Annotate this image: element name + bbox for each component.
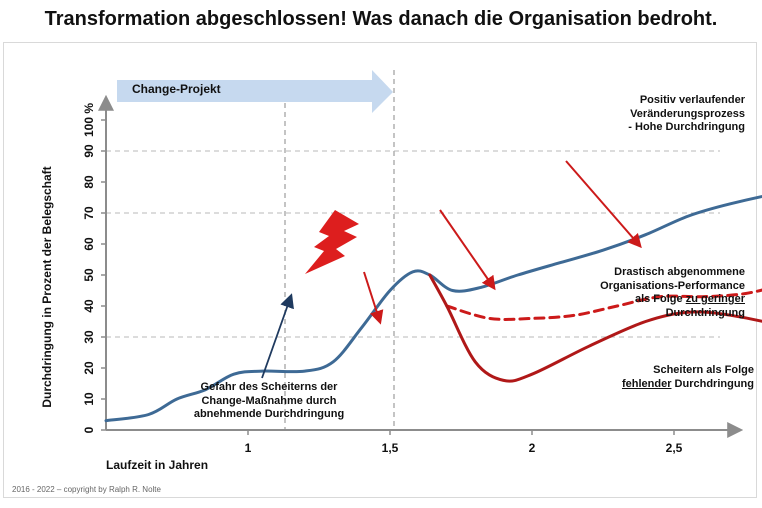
change-projekt-label: Change-Projekt [132,82,221,96]
annotation-drastisch-text: als Folge [634,293,686,305]
copyright-text: 2016 - 2022 – copyright by Ralph R. Nolt… [12,485,161,494]
x-tick-label: 2,5 [666,441,683,455]
red-arrow-3 [565,160,642,249]
y-tick-label: 0 [82,426,96,433]
y-tick-label: 70 [82,206,96,220]
annotation-scheitern-text: Durchdringung [671,377,754,390]
grid-lines [106,150,720,338]
y-tick-label: 100 % [82,103,96,137]
annotation-drastisch-line: Durchdringung [665,306,745,319]
annotation-drastisch-line: Drastisch abgenommene [614,266,745,278]
x-tick-label: 1,5 [382,441,399,455]
page-title: Transformation abgeschlossen! Was danach… [44,8,718,30]
y-tick-label: 90 [82,144,96,158]
x-axis-label: Laufzeit in Jahren [106,458,209,472]
change-projekt-banner [117,70,393,113]
lightning-icon [305,210,359,274]
annotation-positive-line: Veränderungsprozess [630,107,745,120]
annotation-gefahr-line: Change-Maßnahme durch [201,394,337,407]
y-tick-label: 40 [82,299,96,313]
red-arrow-2 [439,209,496,291]
gefahr-pointer-arrow [261,293,294,379]
annotation-scheitern-line: fehlender Durchdringung [622,378,754,392]
x-tick-label: 2 [529,441,536,455]
red-arrow-1 [363,271,384,325]
annotation-scheitern-underlined: fehlender [621,377,672,390]
annotation-scheitern: Scheitern als Folge fehlender Durchdring… [622,364,754,391]
series-group [104,194,762,423]
y-axis-label: Durchdringung in Prozent der Belegschaft [40,166,54,408]
annotation-gefahr-line: abnehmende Durchdringung [193,408,345,420]
y-tick-label: 60 [82,237,96,251]
y-tick-label: 50 [82,268,96,282]
annotation-drastisch-line: als Folge zu geringer [600,293,745,307]
annotation-gefahr-line: Gefahr des Scheiterns der [200,381,338,393]
y-tick-label: 10 [82,392,96,406]
annotation-positive-line: Positiv verlaufender [639,94,745,106]
annotation-scheitern-line: Scheitern als Folge [653,364,754,376]
series-line-drastisch [445,288,762,321]
annotation-drastisch-underlined: zu geringer [685,293,745,305]
annotation-drastisch-line: Organisations-Performance [600,279,745,292]
chart-frame [3,42,757,498]
annotation-gefahr: Gefahr des Scheiterns der Change-Maßnahm… [190,381,348,422]
annotation-positive-line: - Hohe Durchdringung [628,121,745,133]
annotation-positive: Positiv verlaufender Veränderungsprozess… [628,94,745,135]
annotation-drastisch: Drastisch abgenommene Organisations-Perf… [600,266,745,320]
y-tick-label: 80 [82,175,96,189]
series-line-scheitern [428,273,762,383]
y-tick-label: 30 [82,330,96,344]
x-tick-label: 1 [245,441,252,455]
series-line-positive [104,194,762,423]
y-tick-label: 20 [82,361,96,375]
